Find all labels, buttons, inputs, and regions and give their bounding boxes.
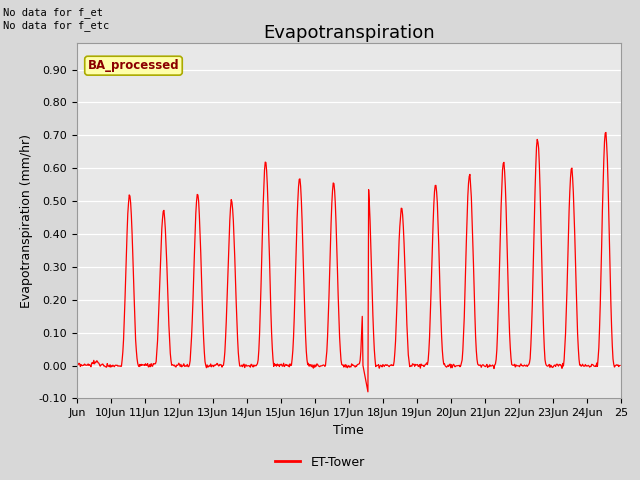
Y-axis label: Evapotranspiration (mm/hr): Evapotranspiration (mm/hr) bbox=[20, 134, 33, 308]
Text: No data for f_et
No data for f_etc: No data for f_et No data for f_etc bbox=[3, 7, 109, 31]
X-axis label: Time: Time bbox=[333, 424, 364, 437]
Title: Evapotranspiration: Evapotranspiration bbox=[263, 24, 435, 42]
Legend: ET-Tower: ET-Tower bbox=[270, 451, 370, 474]
Text: BA_processed: BA_processed bbox=[88, 59, 179, 72]
